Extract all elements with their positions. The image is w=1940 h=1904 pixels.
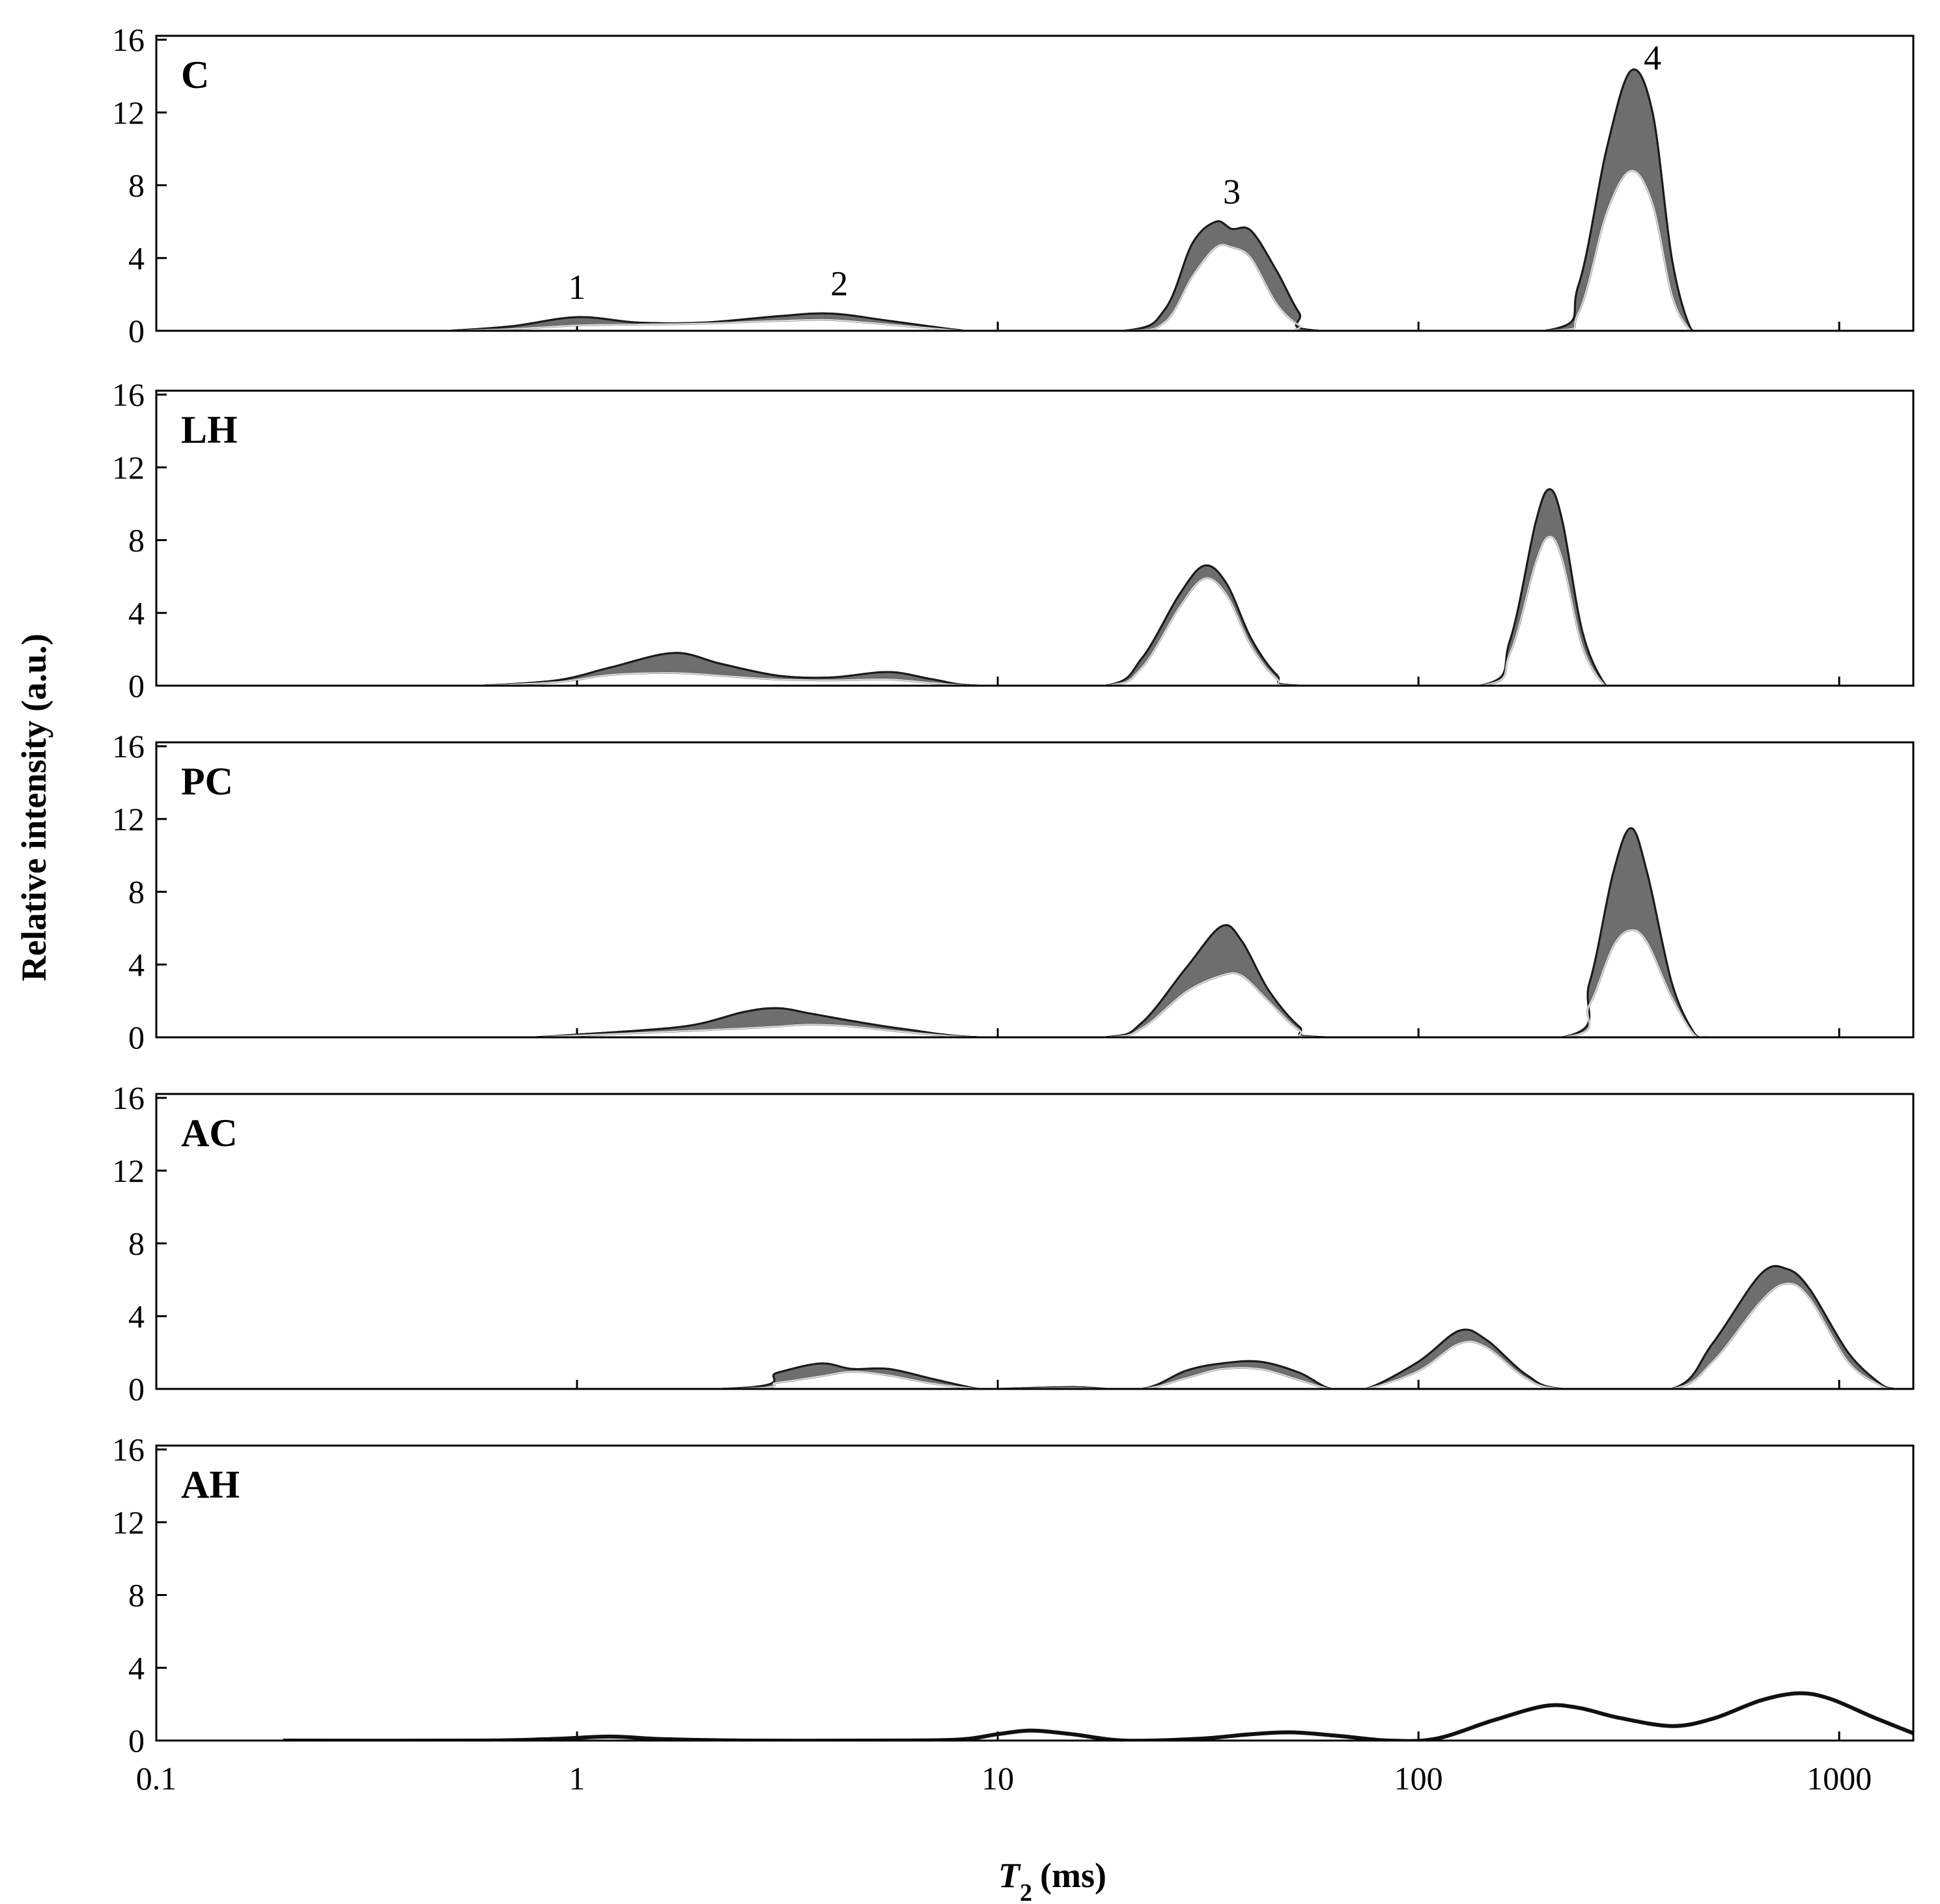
x-axis-title: T2 (ms) [998,1856,1106,1904]
panel-ac: 0 4 8 12 16 AC [112,1080,1915,1407]
band-upper-edge [483,488,1617,686]
panel-label: AH [181,1463,240,1506]
x-tick-label: 1000 [1806,1760,1872,1797]
panel-label: AC [181,1112,238,1155]
peak-label: 1 [569,268,586,307]
y-tick-label: 8 [128,167,145,204]
plot-area [283,1691,1913,1741]
panel-lh: 0 4 8 12 16 LH [112,376,1915,704]
y-tick-label: 16 [112,21,145,58]
panel-frame [155,741,1915,1039]
y-tick-label: 4 [128,946,145,983]
intensity-band [449,68,1702,331]
y-tick-label: 4 [128,595,145,631]
panel-pc: 0 4 8 12 16 PC [112,728,1915,1056]
y-tick-label: 12 [112,801,145,837]
panel-frame [155,1093,1915,1390]
x-axis: 0.1 1 10 100 1000 [136,1760,1872,1797]
y-tick-label: 16 [112,1431,145,1468]
y-tick-label: 12 [112,1504,145,1541]
plot-area [535,827,1706,1037]
panel-label: LH [181,408,238,451]
x-axis-title-symbol: T [998,1856,1021,1895]
y-tick-label: 8 [128,874,145,910]
x-axis-title-units: (ms) [1040,1856,1106,1895]
band-lower-edge [483,535,1616,686]
y-tick-label: 8 [128,1577,145,1614]
y-tick-label: 12 [112,449,145,486]
y-axis-title: Relative intensity (a.u.) [14,634,53,981]
y-tick-label: 0 [128,1722,145,1759]
y-tick-label: 0 [128,313,145,349]
y-tick-label: 8 [128,1225,145,1262]
peak-label: 3 [1223,172,1241,211]
y-tick-label: 0 [128,1019,145,1056]
plot-area [449,68,1702,331]
band-lower-edge [536,929,1706,1037]
y-tick-label: 4 [128,1298,145,1334]
y-tick-label: 16 [112,728,145,764]
band-lower-edge [283,1282,1894,1389]
x-tick-label: 10 [981,1760,1014,1797]
y-tick-label: 4 [128,1649,145,1686]
intensity-line [283,1691,1913,1741]
y-tick-label: 4 [128,240,145,276]
panel-ah: 0 4 8 12 16 AH [112,1431,1915,1759]
intensity-band [282,1265,1895,1389]
x-tick-label: 100 [1394,1760,1443,1797]
intensity-band [535,827,1706,1037]
peak-label: 2 [830,264,848,303]
panel-label: C [181,53,209,96]
band-upper-edge [450,68,1702,331]
y-tick-label: 0 [128,1371,145,1407]
x-tick-label: 1 [569,1760,585,1797]
band-lower-edge [450,169,1702,331]
y-tick-label: 16 [112,1080,145,1116]
panel-frame [155,389,1915,687]
panel-label: PC [181,760,233,803]
plot-area [282,1265,1895,1389]
y-tick-label: 12 [112,1153,145,1189]
y-tick-label: 0 [128,667,145,704]
y-tick-label: 8 [128,522,145,559]
x-axis-title-subscript: 2 [1020,1879,1032,1904]
band-upper-edge [283,1265,1894,1389]
panel-frame [155,1444,1915,1742]
panel-frame [155,35,1915,332]
y-tick-label: 16 [112,376,145,413]
band-upper-edge [536,827,1706,1037]
intensity-band [483,488,1618,686]
peak-label: 4 [1644,38,1661,77]
y-tick-label: 12 [112,94,145,131]
x-tick-label: 0.1 [136,1760,177,1797]
plot-area [483,488,1618,686]
